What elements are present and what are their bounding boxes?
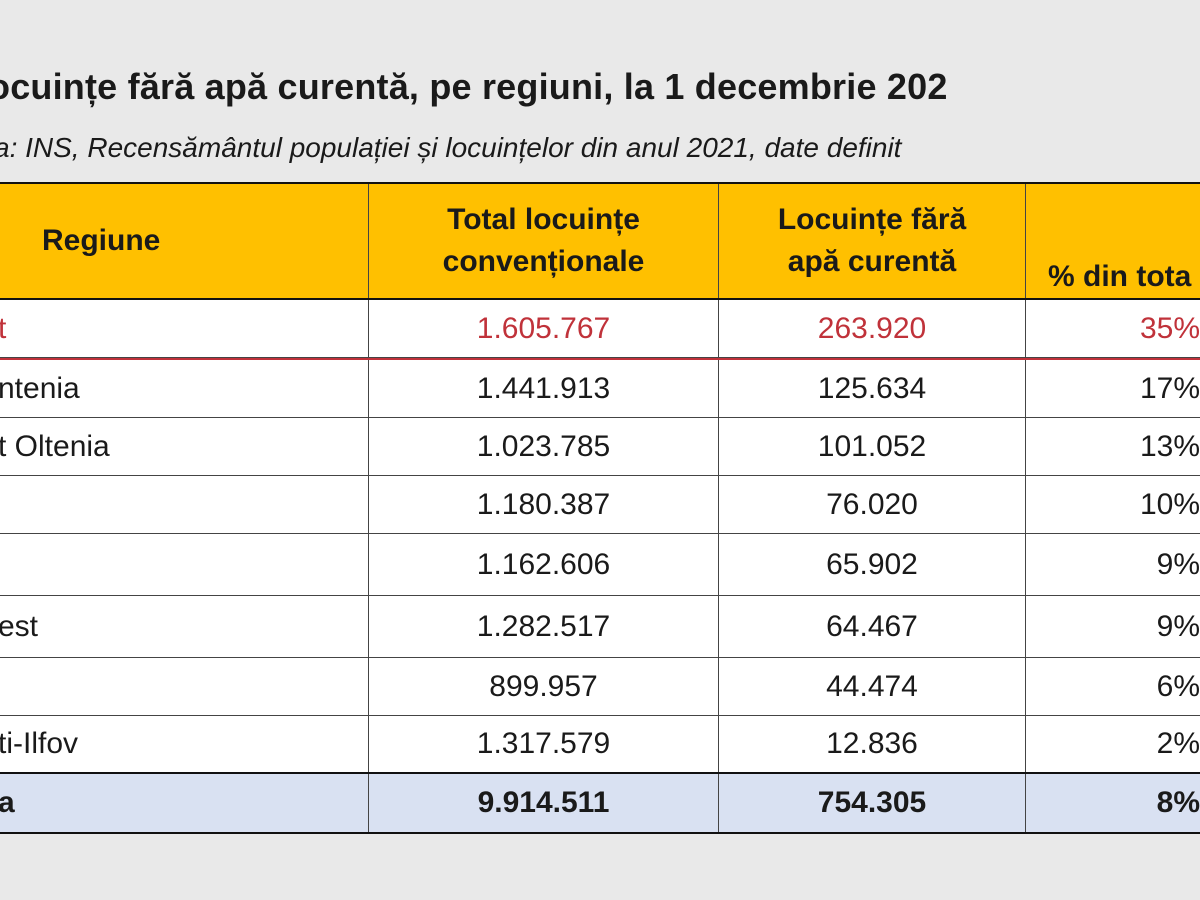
- header-total-line1: Total locuințe: [447, 203, 640, 236]
- cell-total: 1.282.517: [368, 596, 718, 657]
- table-row: ti-Ilfov 1.317.579 12.836 2%: [0, 716, 1200, 774]
- region-name: ntenia: [0, 371, 80, 405]
- cell-total: 1.441.913: [368, 360, 718, 417]
- table-total-row: a 9.914.511 754.305 8%: [0, 774, 1200, 832]
- cell-without: 125.634: [718, 360, 1025, 417]
- cell-percent: 17%: [1025, 360, 1200, 417]
- table-row: 1.180.387 76.020 10%: [0, 476, 1200, 534]
- header-without-water: Locuințe fără apă curentă: [718, 184, 1025, 298]
- header-percent: % din tota: [1025, 184, 1200, 298]
- cell-total: 1.605.767: [368, 300, 718, 357]
- cell-region: ti-Ilfov: [0, 716, 368, 772]
- region-name: est: [0, 609, 39, 643]
- table-row: t 1.605.767 263.920 35%: [0, 300, 1200, 358]
- cell-without: 263.920: [718, 300, 1025, 357]
- cell-region: ntenia: [0, 360, 368, 417]
- regions-table: Regiune Total locuințe convenționale Loc…: [0, 182, 1200, 834]
- cell-region: [0, 534, 368, 595]
- cell-region: t Oltenia: [0, 418, 368, 475]
- table-row: 1.162.606 65.902 9%: [0, 534, 1200, 596]
- cell-region: est: [0, 596, 368, 657]
- header-without-line2: apă curentă: [787, 245, 957, 278]
- cell-region: [0, 476, 368, 533]
- table-source-subtitle: a: INS, Recensământul populației și locu…: [0, 132, 902, 163]
- cell-without: 76.020: [718, 476, 1025, 533]
- cell-without: 65.902: [718, 534, 1025, 595]
- cell-percent: 9%: [1025, 534, 1200, 595]
- cell-percent: 9%: [1025, 596, 1200, 657]
- cell-region: a: [0, 774, 368, 832]
- cell-percent: 2%: [1025, 716, 1200, 772]
- cell-percent: 13%: [1025, 418, 1200, 475]
- highlight-underline: [0, 358, 1200, 360]
- cell-region: t: [0, 300, 368, 357]
- cell-percent: 10%: [1025, 476, 1200, 533]
- table-row: ntenia 1.441.913 125.634 17%: [0, 360, 1200, 418]
- cell-percent: 8%: [1025, 774, 1200, 832]
- header-total-dwellings: Total locuințe convenționale: [368, 184, 718, 298]
- cell-region: [0, 658, 368, 715]
- header-without-line1: Locuințe fără: [777, 203, 967, 236]
- cell-total: 1.317.579: [368, 716, 718, 772]
- region-name: ti-Ilfov: [0, 727, 79, 760]
- table-row: 899.957 44.474 6%: [0, 658, 1200, 716]
- cell-without: 12.836: [718, 716, 1025, 772]
- cell-total: 899.957: [368, 658, 718, 715]
- region-name: t: [0, 311, 7, 345]
- cell-total: 1.023.785: [368, 418, 718, 475]
- table-title: ocuințe fără apă curentă, pe regiuni, la…: [0, 66, 948, 107]
- cell-without: 44.474: [718, 658, 1025, 715]
- cell-total: 9.914.511: [368, 774, 718, 832]
- cell-without: 64.467: [718, 596, 1025, 657]
- table-header-row: Regiune Total locuințe convenționale Loc…: [0, 184, 1200, 300]
- header-total-line2: convenționale: [442, 245, 645, 278]
- cell-without: 754.305: [718, 774, 1025, 832]
- cell-total: 1.180.387: [368, 476, 718, 533]
- header-percent-label: % din tota: [1048, 260, 1192, 293]
- header-region-label: Regiune: [42, 224, 161, 257]
- cell-total: 1.162.606: [368, 534, 718, 595]
- table-row: est 1.282.517 64.467 9%: [0, 596, 1200, 658]
- region-name: t Oltenia: [0, 429, 110, 463]
- cell-percent: 6%: [1025, 658, 1200, 715]
- header-region: Regiune: [0, 184, 368, 298]
- cell-percent: 35%: [1025, 300, 1200, 357]
- cell-without: 101.052: [718, 418, 1025, 475]
- region-name: a: [0, 786, 15, 819]
- table-row: t Oltenia 1.023.785 101.052 13%: [0, 418, 1200, 476]
